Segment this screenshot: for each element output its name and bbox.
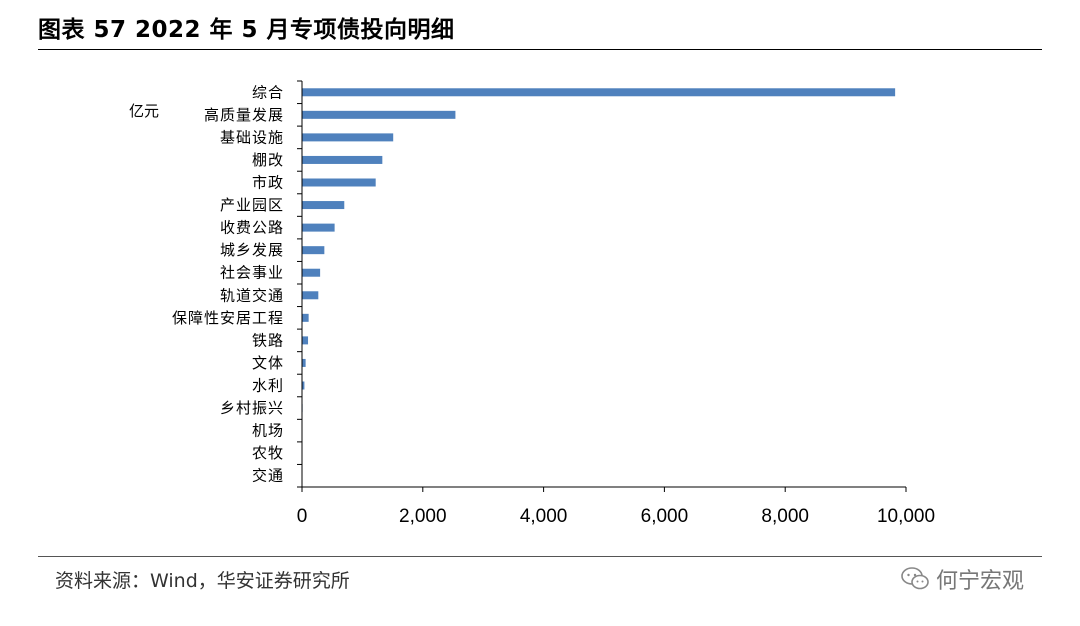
x-tick-label: 6,000 <box>641 506 689 527</box>
x-tick-label: 0 <box>297 506 308 527</box>
category-label: 棚改 <box>252 151 284 169</box>
bar <box>302 110 456 119</box>
unit-label: 亿元 <box>129 102 160 120</box>
bar <box>302 291 319 300</box>
category-label: 轨道交通 <box>220 286 284 304</box>
category-label: 乡村振兴 <box>220 399 284 417</box>
bar <box>302 313 309 322</box>
category-label: 产业园区 <box>220 196 284 214</box>
bar <box>302 201 345 210</box>
category-label: 城乡发展 <box>220 241 284 259</box>
category-label: 机场 <box>252 422 284 440</box>
category-label: 农牧 <box>252 444 284 462</box>
bar <box>302 246 325 255</box>
category-label: 高质量发展 <box>204 106 284 124</box>
category-label: 水利 <box>252 377 284 395</box>
bar <box>302 88 896 97</box>
bar-chart: 综合高质量发展基础设施棚改市政产业园区收费公路城乡发展社会事业轨道交通保障性安居… <box>172 80 935 527</box>
category-label: 保障性安居工程 <box>172 309 284 327</box>
x-tick-label: 10,000 <box>877 506 935 527</box>
bar <box>302 358 306 367</box>
bar <box>302 381 305 390</box>
category-label: 基础设施 <box>220 128 284 146</box>
bar <box>302 178 376 187</box>
watermark-text: 何宁宏观 <box>936 569 1025 594</box>
category-label: 收费公路 <box>220 219 284 237</box>
category-label: 社会事业 <box>220 264 284 282</box>
watermark: 何宁宏观 <box>900 563 1024 595</box>
category-label: 市政 <box>252 174 284 192</box>
category-label: 交通 <box>252 467 284 485</box>
category-label: 文体 <box>252 354 284 372</box>
title-divider <box>38 49 1042 50</box>
x-tick-label: 8,000 <box>761 506 809 527</box>
bar <box>302 223 335 232</box>
source-note: 资料来源：Wind，华安证券研究所 <box>55 570 350 592</box>
x-tick-label: 2,000 <box>399 506 447 527</box>
x-tick-label: 4,000 <box>520 506 568 527</box>
bar <box>302 133 394 142</box>
category-label: 铁路 <box>252 331 284 349</box>
footer-divider <box>38 556 1042 557</box>
bar <box>302 155 383 164</box>
wechat-icon <box>901 567 929 590</box>
category-label: 综合 <box>252 83 284 101</box>
bar <box>302 336 309 345</box>
bar <box>302 268 321 277</box>
page-title: 图表 57 2022 年 5 月专项债投向明细 <box>38 17 455 43</box>
